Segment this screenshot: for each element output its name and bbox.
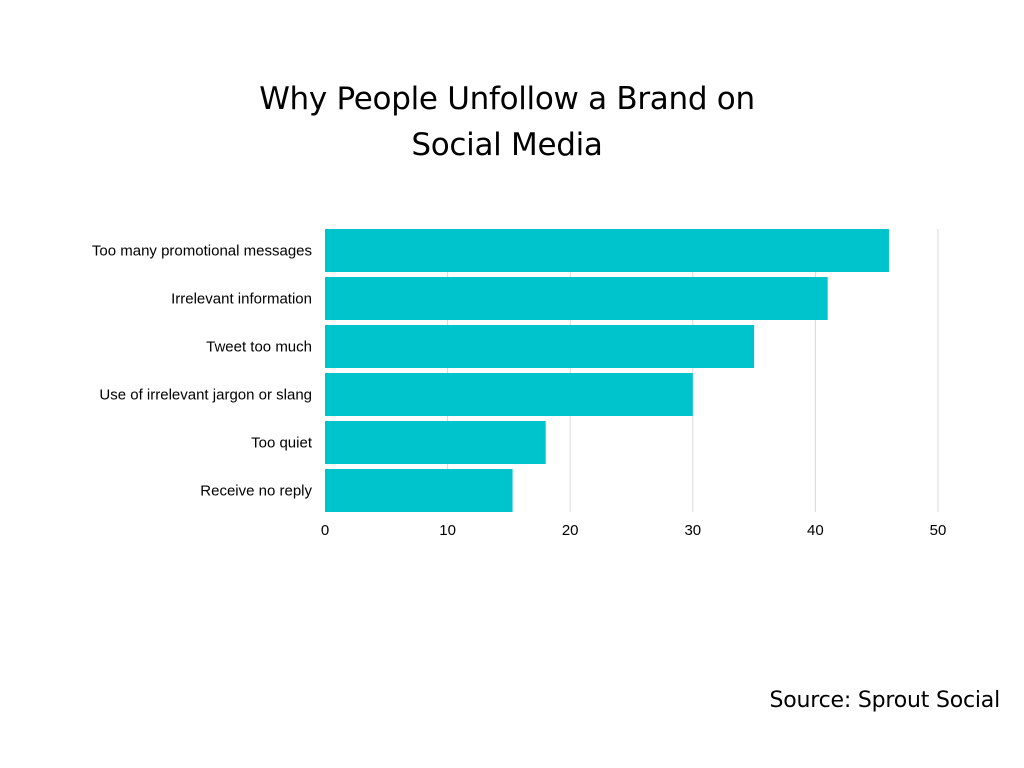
category-label: Too many promotional messages bbox=[92, 243, 312, 260]
category-label: Tweet too much bbox=[206, 339, 312, 356]
bar bbox=[325, 325, 755, 368]
chart-title: Why People Unfollow a Brand on Social Me… bbox=[0, 76, 1014, 168]
x-tick-label: 30 bbox=[684, 522, 701, 539]
x-tick-label: 10 bbox=[439, 522, 456, 539]
category-label: Too quiet bbox=[251, 435, 313, 452]
bar bbox=[325, 421, 546, 464]
bar bbox=[325, 469, 513, 512]
source-note: Source: Sprout Social bbox=[769, 688, 1000, 713]
bar bbox=[325, 277, 828, 320]
chart-title-line-1: Why People Unfollow a Brand on bbox=[259, 81, 755, 117]
x-tick-label: 0 bbox=[321, 522, 329, 539]
category-label: Use of irrelevant jargon or slang bbox=[99, 387, 312, 404]
chart-title-line-2: Social Media bbox=[411, 127, 603, 163]
category-label: Receive no reply bbox=[200, 483, 312, 500]
bar bbox=[325, 373, 693, 416]
x-tick-label: 50 bbox=[930, 522, 947, 539]
x-tick-label: 40 bbox=[807, 522, 824, 539]
bar bbox=[325, 229, 889, 272]
x-tick-label: 20 bbox=[562, 522, 579, 539]
category-label: Irrelevant information bbox=[171, 291, 312, 308]
